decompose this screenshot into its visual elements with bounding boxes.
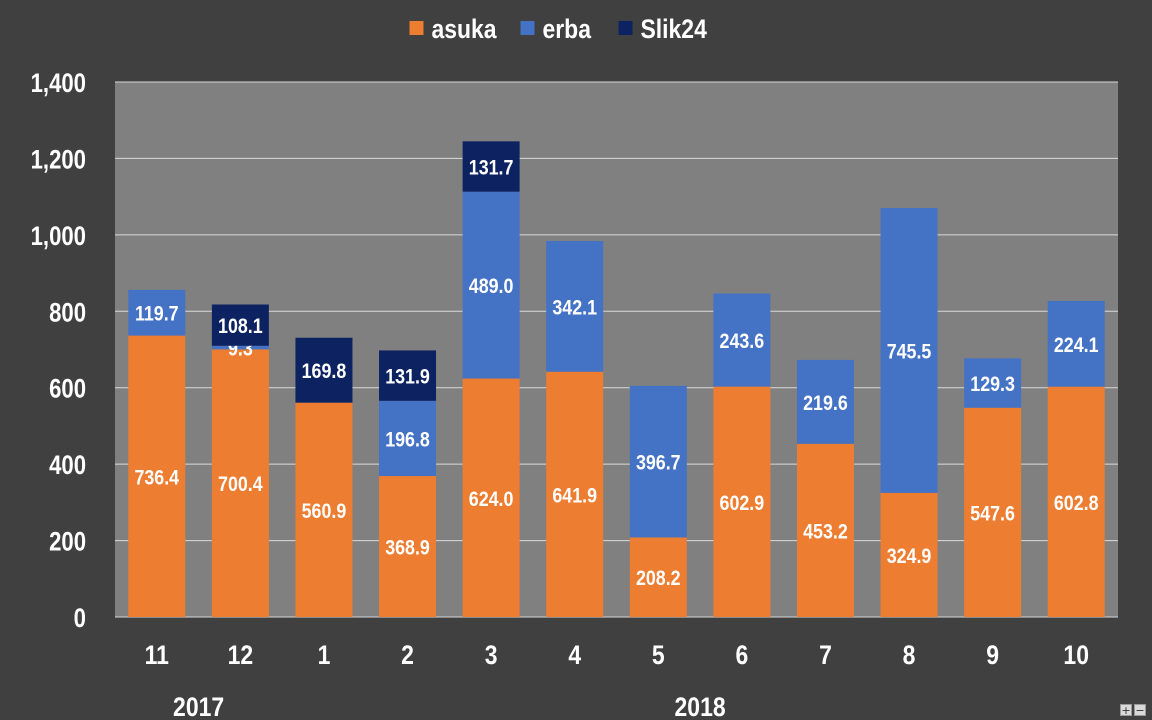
bar-asuka-5 [629,537,687,617]
data-label: 219.6 [803,392,848,416]
data-label: 196.8 [385,428,430,452]
bar-slik24-2 [379,350,437,401]
data-label: 342.1 [552,296,597,320]
data-label: 129.3 [970,373,1015,397]
data-label: 131.9 [385,365,430,389]
legend-swatch [618,21,633,35]
x-tick-label: 4 [568,640,581,670]
bar-asuka-9 [964,407,1022,617]
data-label: 641.9 [552,484,597,508]
x-tick-label: 8 [903,640,916,670]
data-label: 602.8 [1054,492,1099,516]
data-label: 602.9 [720,491,765,515]
bar-asuka-11 [128,335,186,617]
bar-erba-7 [796,359,854,444]
data-label: 208.2 [636,567,681,591]
year-label: 2018 [675,692,726,720]
data-label: 745.5 [887,340,932,364]
data-label: 396.7 [636,451,681,475]
bar-erba-6 [713,293,771,387]
data-label: 560.9 [302,500,347,524]
bar-erba-12 [211,345,269,350]
bar-erba-5 [629,385,687,538]
bar-asuka-3 [462,378,520,617]
y-tick-label: 600 [49,375,86,405]
y-tick-label: 1,000 [31,222,86,252]
bar-asuka-7 [796,443,854,617]
bar-erba-10 [1047,301,1105,387]
data-label: 131.7 [469,156,514,180]
data-label: 736.4 [134,466,179,490]
x-tick-label: 11 [145,640,169,670]
x-tick-label: 9 [986,640,999,670]
legend-swatch [520,21,535,35]
zoom-in-button[interactable]: + [1120,704,1132,717]
data-label: 243.6 [720,330,765,354]
bar-slik24-1 [295,337,353,403]
legend-label: asuka [432,14,498,44]
x-tick-label: 6 [735,640,748,670]
plot-area [115,82,1118,617]
data-label: 224.1 [1054,334,1099,358]
y-tick-label: 200 [49,528,86,558]
x-tick-label: 10 [1063,640,1089,670]
data-label: 324.9 [887,545,932,569]
bar-asuka-6 [713,386,771,617]
zoom-out-button[interactable]: − [1134,704,1146,717]
bar-slik24-12 [211,304,269,346]
bar-asuka-8 [880,492,938,617]
y-tick-label: 800 [49,298,86,328]
legend-label: erba [543,14,592,44]
bar-erba-4 [546,240,604,372]
x-tick-label: 1 [318,640,331,670]
legend-swatch [409,21,424,35]
year-label: 2017 [173,692,224,720]
bar-asuka-12 [211,349,269,617]
x-tick-label: 12 [228,640,254,670]
bar-slik24-3 [462,141,520,192]
x-tick-label: 2 [401,640,414,670]
bar-asuka-2 [379,476,437,617]
bar-erba-3 [462,191,520,379]
bar-erba-8 [880,207,938,493]
data-label: 453.2 [803,520,848,544]
bar-erba-9 [964,358,1022,408]
bar-erba-11 [128,289,186,336]
data-label: 119.7 [135,302,179,326]
data-label: 700.4 [218,473,263,497]
x-tick-label: 5 [652,640,665,670]
y-tick-label: 1,200 [31,145,86,175]
bar-asuka-1 [295,402,353,617]
legend-label: Slik24 [641,14,707,44]
y-tick-label: 400 [49,451,86,481]
bar-asuka-10 [1047,386,1105,617]
data-label: 489.0 [469,275,514,299]
x-tick-label: 3 [485,640,498,670]
data-label: 169.8 [302,360,347,384]
data-label: 624.0 [469,487,514,511]
y-tick-label: 1,400 [31,69,86,99]
bar-erba-2 [379,400,437,477]
data-label: 368.9 [385,536,430,560]
data-label: 547.6 [970,502,1015,526]
data-label: 108.1 [218,315,263,339]
y-tick-label: 0 [74,604,86,634]
bar-asuka-4 [546,371,604,617]
x-tick-label: 7 [819,640,832,670]
